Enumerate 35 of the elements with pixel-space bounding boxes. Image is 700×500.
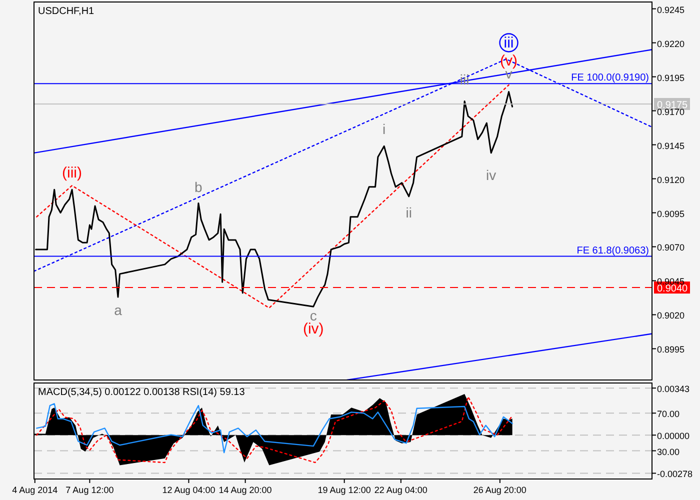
annotation: b [194, 179, 203, 196]
x-tick-label: 12 Aug 04:00 [162, 485, 216, 495]
ref-line-label: FE 61.8(0.9063) [576, 245, 649, 256]
chart-title: USDCHF,H1 [38, 6, 95, 17]
ref-line-label: FE 100.0(0.9190) [571, 72, 649, 84]
y-tick-label: 0.9245 [657, 4, 685, 15]
annotation: (iii) [62, 164, 82, 182]
y-tick-label: 0.9095 [657, 208, 685, 219]
chart-title: MACD(5,34,5) 0.00122 0.00138 RSI(14) 59.13 [38, 387, 246, 398]
x-tick-label: 7 Aug 12:00 [66, 485, 114, 495]
x-tick-label: 22 Aug 04:00 [374, 485, 428, 495]
annotation: (v) [500, 52, 518, 70]
x-tick-label: 14 Aug 20:00 [218, 485, 272, 495]
y-tick-label: -0.00278 [657, 469, 693, 480]
y2-tick-label: 30.00 [657, 446, 680, 457]
annotation: iv [486, 166, 496, 183]
y-tick-label: 0.9145 [657, 140, 685, 151]
annotation: i [382, 121, 386, 138]
ref-line-label: 0.9040 [657, 284, 688, 295]
y-tick-label: 0.00343 [657, 384, 690, 394]
annotation: ii [406, 204, 412, 220]
y-tick-label: 0.9070 [657, 242, 685, 253]
y2-tick-label: 70.00 [657, 409, 680, 420]
y-tick-label: 0.00000 [657, 431, 690, 442]
annotation: a [114, 302, 122, 318]
y-tick-label: 0.9020 [657, 310, 685, 321]
y-tick-label: 0.9120 [657, 174, 685, 185]
x-tick-label: 26 Aug 20:00 [473, 485, 526, 495]
y-tick-label: 0.9220 [657, 38, 685, 49]
annotation: iii [504, 34, 514, 52]
y-tick-label: 0.8995 [657, 344, 685, 355]
y-tick-label: 0.9195 [657, 72, 685, 83]
x-tick-label: 4 Aug 2014 [12, 485, 58, 495]
x-tick-label: 19 Aug 12:00 [318, 485, 371, 495]
line-series [36, 403, 513, 454]
